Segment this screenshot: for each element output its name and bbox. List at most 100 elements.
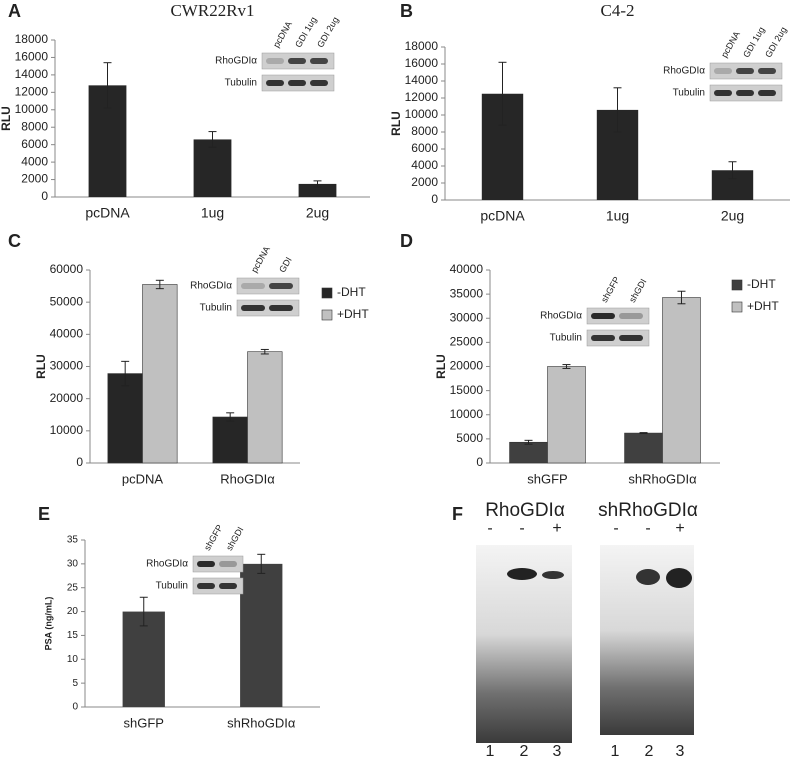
blot-band	[197, 561, 215, 567]
x-tick-label: pcDNA	[122, 471, 164, 486]
treatment: -	[519, 520, 524, 537]
bar	[122, 611, 165, 707]
blot-row-label: Tubulin	[200, 303, 232, 314]
y-tick-label: 50000	[50, 294, 84, 308]
blot-band	[241, 305, 265, 311]
panel-letter: D	[400, 231, 413, 251]
y-tick-label: 14000	[405, 73, 439, 87]
x-tick-label: RhoGDIα	[220, 471, 275, 486]
blot-lane-label: GDI 2ug	[315, 15, 340, 49]
legend-swatch	[321, 309, 333, 321]
blot-row-label: Tubulin	[673, 88, 705, 99]
blot-band	[197, 583, 215, 589]
blot-lane-label: GDI 2ug	[763, 25, 788, 59]
y-tick-label: 16000	[405, 56, 439, 70]
blot-lane-label: shGFP	[202, 523, 225, 552]
y-tick-label: 5000	[456, 431, 483, 445]
lane-number: 1	[611, 743, 620, 760]
y-axis-label: RLU	[34, 354, 48, 379]
legend-swatch	[731, 301, 743, 313]
y-tick-label: 30	[67, 558, 79, 569]
y-tick-label: 5	[72, 678, 78, 689]
blot-band	[310, 80, 328, 86]
blot-strip	[586, 307, 650, 325]
treatment: -	[487, 520, 492, 537]
blot-lane-label: shGDI	[224, 525, 245, 552]
blot-row-label: Tubulin	[156, 581, 188, 592]
panel-letter: A	[8, 1, 21, 21]
y-tick-label: 60000	[50, 262, 84, 276]
y-tick-label: 35000	[450, 286, 484, 300]
blot-band	[619, 335, 643, 341]
y-tick-label: 18000	[405, 39, 439, 53]
gel-band	[542, 571, 564, 579]
legend-label: +DHT	[337, 307, 369, 321]
y-tick-label: 15	[67, 630, 79, 641]
blot-band	[288, 58, 306, 64]
lane-number: 1	[486, 743, 495, 760]
x-tick-label: 1ug	[201, 205, 224, 221]
blot-band	[288, 80, 306, 86]
y-tick-label: 10000	[50, 423, 84, 437]
lane-number: 2	[520, 743, 529, 760]
bar	[247, 351, 283, 464]
blot-band	[736, 90, 754, 96]
x-tick-label: shGFP	[527, 471, 567, 486]
y-tick-label: 4000	[21, 154, 48, 168]
blot-band	[269, 305, 293, 311]
blot-band	[310, 58, 328, 64]
bar	[193, 139, 232, 197]
y-tick-label: 25000	[450, 335, 484, 349]
y-tick-label: 40000	[450, 262, 484, 276]
blot-band	[714, 90, 732, 96]
bar	[662, 297, 701, 464]
blot-strip	[236, 299, 300, 317]
blot-lane-label: shGFP	[599, 275, 622, 304]
blot-row-label: RhoGDIα	[663, 66, 705, 77]
legend-label: -DHT	[747, 277, 776, 291]
bar	[142, 284, 178, 464]
blot-strip	[192, 555, 244, 573]
blot-band	[219, 561, 237, 567]
panel-letter: B	[400, 1, 413, 21]
panel-letter: E	[38, 504, 50, 524]
blot-row-label: Tubulin	[550, 333, 582, 344]
y-tick-label: 2000	[411, 175, 438, 189]
gel-band	[666, 568, 692, 588]
legend-swatch	[731, 279, 743, 291]
y-tick-label: 0	[76, 455, 83, 469]
blot-row-label: RhoGDIα	[146, 559, 188, 570]
blot-band	[758, 68, 776, 74]
y-tick-label: 12000	[405, 90, 439, 104]
y-tick-label: 8000	[411, 124, 438, 138]
y-tick-label: 0	[72, 702, 78, 713]
blot-row-label: RhoGDIα	[215, 56, 257, 67]
blot-band	[619, 313, 643, 319]
gel-band	[507, 568, 537, 580]
y-tick-label: 18000	[15, 32, 49, 46]
x-tick-label: 1ug	[606, 208, 629, 224]
x-tick-label: shRhoGDIα	[227, 715, 296, 730]
chart-title: C4-2	[601, 1, 635, 20]
blot-band	[736, 68, 754, 74]
y-tick-label: 0	[431, 192, 438, 206]
blot-band	[269, 283, 293, 289]
y-tick-label: 30000	[450, 310, 484, 324]
y-tick-label: 20000	[450, 359, 484, 373]
y-tick-label: 20	[67, 606, 79, 617]
y-tick-label: 16000	[15, 50, 49, 64]
bar	[547, 366, 586, 464]
blot-row-label: RhoGDIα	[540, 311, 582, 322]
y-tick-label: 10000	[15, 102, 49, 116]
bar	[240, 563, 283, 707]
blot-band	[591, 313, 615, 319]
chart-title: CWR22Rv1	[170, 1, 254, 20]
treatment: +	[552, 520, 561, 537]
panel-letter: C	[8, 231, 21, 251]
blot-lane-label: pcDNA	[719, 29, 742, 59]
y-tick-label: 8000	[21, 119, 48, 133]
x-tick-label: 2ug	[306, 205, 329, 221]
y-tick-label: 30000	[50, 359, 84, 373]
x-tick-label: shGFP	[124, 715, 164, 730]
